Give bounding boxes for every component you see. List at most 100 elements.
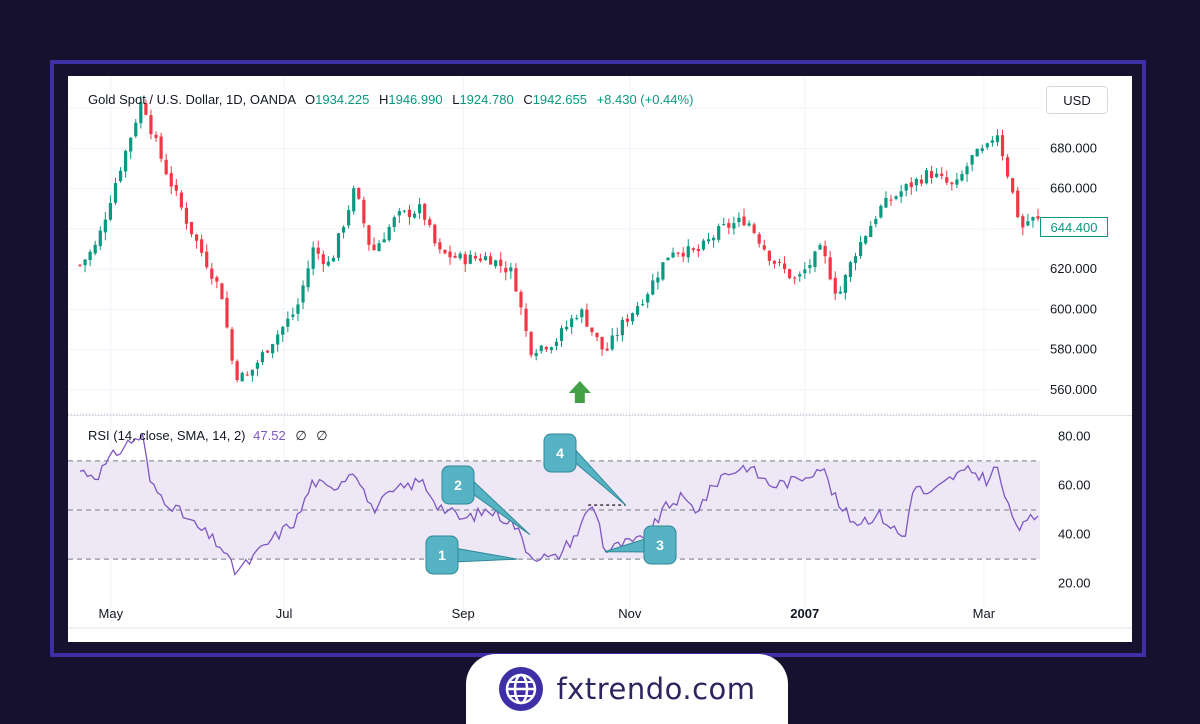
- candle-body: [281, 326, 285, 335]
- candle-body: [118, 170, 123, 182]
- price-tick-label: 620.000: [1050, 261, 1097, 276]
- chart-svg: 560.000580.000600.000620.000640.000660.0…: [68, 76, 1132, 629]
- candle-body: [179, 192, 183, 208]
- candle-body: [494, 260, 498, 267]
- candle-body: [265, 350, 270, 353]
- rsi-legend: RSI (14, close, SMA, 14, 2) 47.52 ∅ ∅: [88, 428, 328, 444]
- candle-body: [595, 332, 599, 338]
- candle-body: [276, 334, 280, 345]
- candle-body: [848, 262, 853, 278]
- candle-body: [286, 318, 290, 327]
- candle-body: [970, 155, 974, 165]
- candle-body: [955, 179, 959, 185]
- candle-body: [767, 250, 771, 261]
- candle-body: [909, 182, 913, 188]
- time-tick-label: Sep: [452, 606, 475, 621]
- candle-body: [448, 251, 452, 258]
- candle-body: [357, 187, 361, 199]
- candle-body: [210, 268, 214, 279]
- time-tick-label: Nov: [618, 606, 642, 621]
- candle-body: [134, 122, 138, 137]
- rsi-value: 47.52: [253, 428, 286, 443]
- candle-body: [407, 209, 412, 218]
- candle-body: [793, 277, 797, 279]
- price-tick-label: 560.000: [1050, 382, 1097, 397]
- candle-body: [387, 226, 391, 241]
- candle-body: [428, 219, 432, 225]
- candle-body: [463, 254, 467, 265]
- symbol-label: Gold Spot / U.S. Dollar, 1D, OANDA: [88, 92, 296, 107]
- candle-body: [782, 263, 787, 270]
- chart-panel: 560.000580.000600.000620.000640.000660.0…: [68, 76, 1132, 642]
- candle-body: [590, 327, 594, 333]
- candle-body: [108, 203, 113, 220]
- low-value: 1924.780: [459, 92, 514, 107]
- candle-body: [311, 247, 315, 269]
- candle-body: [488, 256, 493, 265]
- candle-body: [965, 166, 969, 175]
- buy-arrow-icon: [568, 381, 591, 403]
- close-label: C: [523, 92, 533, 107]
- time-tick-label: 2007: [790, 606, 819, 621]
- candle-body: [722, 223, 726, 225]
- rsi-label: RSI (14, close, SMA, 14, 2): [88, 428, 246, 443]
- candle-body: [139, 102, 143, 124]
- time-tick-label: Mar: [973, 606, 996, 621]
- candle-body: [549, 347, 553, 351]
- candle-body: [914, 178, 918, 186]
- candle-body: [828, 257, 832, 280]
- high-label: H: [378, 92, 389, 107]
- candle-body: [331, 257, 336, 262]
- candle-body: [1016, 190, 1020, 218]
- callout-number: 2: [454, 477, 462, 493]
- candle-body: [392, 217, 396, 228]
- candle-body: [412, 213, 417, 218]
- candle-body: [362, 199, 366, 224]
- candle-body: [514, 268, 518, 292]
- candle-body: [585, 309, 589, 327]
- candle-body: [301, 285, 305, 303]
- candle-body: [93, 244, 97, 254]
- candle-body: [661, 262, 665, 280]
- candle-body: [483, 256, 488, 261]
- candle-body: [605, 348, 609, 351]
- currency-button[interactable]: USD: [1046, 86, 1108, 114]
- candle-body: [296, 304, 300, 314]
- candle-body: [945, 177, 949, 183]
- candle-body: [681, 252, 685, 257]
- candle-body: [372, 244, 376, 251]
- candle-body: [717, 226, 721, 240]
- rsi-tick-label: 80.00: [1058, 428, 1091, 443]
- candle-body: [144, 103, 148, 115]
- candle-body: [250, 369, 254, 376]
- candle-body: [929, 170, 934, 179]
- candle-body: [737, 217, 741, 223]
- rsi-extra-2: ∅: [316, 428, 328, 443]
- candle-body: [129, 137, 133, 152]
- candle-body: [610, 335, 614, 350]
- candle-body: [990, 140, 994, 143]
- candle-body: [960, 173, 964, 181]
- candle-body: [686, 246, 690, 258]
- candle-body: [544, 347, 548, 350]
- candle-body: [336, 233, 341, 258]
- candle-body: [772, 260, 777, 264]
- candle-body: [823, 245, 827, 257]
- candle-body: [864, 236, 868, 244]
- candle-body: [306, 268, 310, 288]
- callout-box: [441, 465, 475, 505]
- candle-body: [220, 283, 224, 300]
- brand-footer[interactable]: fxtrendo.com: [466, 654, 788, 724]
- candle-body: [904, 184, 908, 191]
- candle-body: [433, 224, 437, 244]
- candle-body: [189, 221, 194, 235]
- candle-body: [879, 205, 883, 218]
- open-label: O: [304, 92, 316, 107]
- candle-body: [711, 237, 716, 241]
- candle-body: [630, 313, 635, 322]
- candle-body: [833, 277, 837, 294]
- candle-body: [798, 274, 802, 277]
- candle-body: [377, 243, 381, 252]
- callout-box: [543, 433, 577, 473]
- candle-body: [843, 275, 847, 294]
